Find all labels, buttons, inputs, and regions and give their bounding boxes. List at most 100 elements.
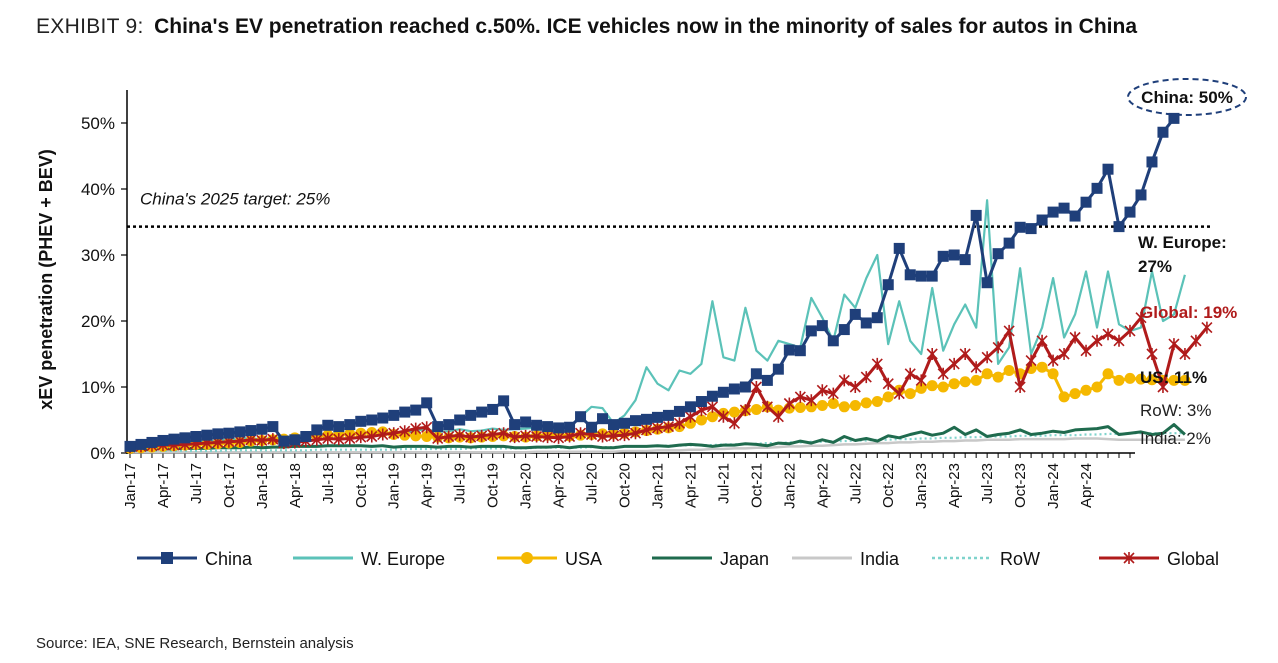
usa-point <box>750 403 762 415</box>
legend-marker-usa <box>521 552 533 564</box>
global-point <box>970 361 982 374</box>
china-point <box>289 434 301 446</box>
china-point <box>684 401 696 413</box>
chart-title: China's EV penetration reached c.50%. IC… <box>154 15 1137 38</box>
global-point <box>706 400 718 413</box>
x-tick-label: Apr-20 <box>551 463 568 508</box>
china-point <box>871 312 883 324</box>
china-point <box>761 374 773 386</box>
y-tick-label: 0% <box>90 444 115 463</box>
usa-point <box>1047 368 1059 380</box>
legend-label-japan: Japan <box>720 549 769 569</box>
china-point <box>629 415 641 427</box>
china-point <box>443 419 455 431</box>
global-point <box>1135 311 1147 324</box>
legend-label-row: RoW <box>1000 549 1040 569</box>
usa-point <box>838 401 850 413</box>
end-label-india: India: 2% <box>1140 429 1211 448</box>
global-point <box>498 427 510 440</box>
china-point <box>860 317 872 329</box>
china-point <box>750 368 762 380</box>
global-point <box>333 433 345 446</box>
global-point <box>662 420 675 433</box>
usa-point <box>1102 368 1114 380</box>
x-tick-label: Jan-24 <box>1045 463 1062 509</box>
china-point <box>333 421 345 433</box>
usa-point <box>992 371 1004 383</box>
x-tick-label: Jan-21 <box>649 463 666 509</box>
usa-point <box>410 430 422 442</box>
global-point <box>772 410 784 423</box>
end-label-row: RoW: 3% <box>1140 401 1212 420</box>
global-point <box>761 400 773 413</box>
china-point <box>597 413 609 425</box>
global-point <box>992 341 1004 354</box>
china-point <box>640 413 652 425</box>
china-point <box>695 396 707 408</box>
china-point <box>531 419 543 431</box>
china-point <box>1168 112 1180 124</box>
china-point <box>223 427 235 439</box>
global-point <box>860 371 872 384</box>
china-point <box>1047 206 1059 218</box>
china-point <box>487 403 499 415</box>
usa-point <box>827 398 839 409</box>
global-point <box>1047 354 1059 367</box>
x-tick-label: Jul-19 <box>452 463 469 504</box>
usa-point <box>948 378 960 390</box>
china-point <box>190 431 202 442</box>
china-point <box>322 419 334 431</box>
china-point <box>553 422 565 434</box>
china-point <box>421 397 433 409</box>
china-point <box>1058 202 1070 214</box>
title-prefix: EXHIBIT 9: <box>36 15 144 38</box>
usa-point <box>1135 373 1147 385</box>
china-point <box>212 428 224 440</box>
series-line-india <box>130 437 1185 454</box>
usa-point <box>421 431 433 442</box>
usa-point <box>794 401 806 413</box>
usa-point <box>816 399 828 411</box>
x-tick-label: Jul-17 <box>188 463 205 504</box>
china-point <box>915 270 927 282</box>
series-line-row <box>130 432 1185 453</box>
x-tick-label: Jul-18 <box>320 463 337 504</box>
global-point <box>1069 331 1081 344</box>
china-point <box>783 344 795 356</box>
global-point <box>454 429 466 442</box>
china-point <box>1003 237 1015 249</box>
china-point <box>739 381 751 393</box>
china-point <box>662 409 674 421</box>
global-point <box>1168 338 1180 351</box>
china-point <box>1135 189 1147 201</box>
china-point <box>619 417 631 429</box>
global-point <box>849 381 861 393</box>
global-point <box>322 432 334 445</box>
china-point <box>498 395 510 407</box>
china-point <box>827 335 839 347</box>
usa-point <box>937 381 949 393</box>
china-point <box>278 435 290 447</box>
global-point <box>1146 348 1158 360</box>
china-point <box>157 434 169 446</box>
global-point <box>465 431 477 444</box>
global-point <box>1080 344 1092 357</box>
china-point <box>586 421 598 433</box>
china-highlight-ellipse <box>1127 78 1247 116</box>
x-tick-label: Jul-22 <box>847 463 864 504</box>
global-point <box>574 427 587 440</box>
global-point <box>520 429 532 442</box>
china-point <box>267 421 279 433</box>
china-point <box>1146 156 1158 168</box>
global-point <box>816 384 828 397</box>
china-point <box>904 269 916 281</box>
end-label-china: China: 50% <box>1141 88 1233 107</box>
china-point <box>1102 163 1114 175</box>
global-point <box>531 430 543 443</box>
global-point <box>651 421 664 434</box>
usa-point <box>1113 374 1125 386</box>
china-point <box>794 345 806 357</box>
china-point <box>201 429 213 441</box>
china-point <box>1025 223 1037 235</box>
